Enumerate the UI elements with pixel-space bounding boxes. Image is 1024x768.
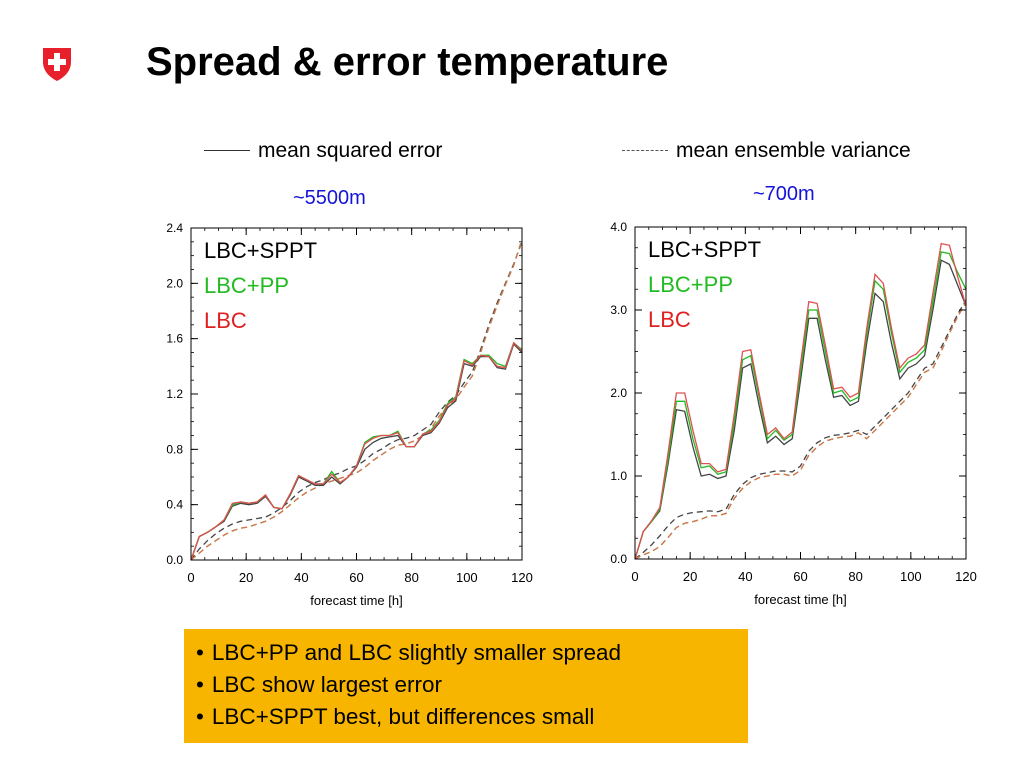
x-axis-label: forecast time [h]	[310, 593, 402, 608]
page-title: Spread & error temperature	[146, 40, 669, 84]
legend-entry: LBC	[204, 308, 247, 333]
y-tick-label: 1.6	[166, 332, 183, 346]
dashed-line-swatch	[622, 149, 668, 151]
x-tick-label: 100	[900, 569, 922, 584]
swiss-shield-icon	[43, 48, 71, 81]
y-tick-label: 0.0	[610, 552, 627, 566]
x-tick-label: 120	[511, 570, 533, 585]
x-tick-label: 100	[456, 570, 478, 585]
right-chart: 0.0 1.0 2.0 3.0 4.0 0 20 40 60 80 100 120 forecast t…	[610, 220, 977, 607]
series-line-lbc-dashed	[190, 240, 523, 561]
x-tick-label: 40	[294, 570, 308, 585]
series-line-lbc-dashed	[634, 302, 967, 560]
y-tick-label: 2.0	[166, 276, 183, 290]
x-axis-label: forecast time [h]	[754, 592, 846, 607]
legend-entry: LBC+PP	[648, 272, 733, 297]
summary-bullet: LBC+SPPT best, but differences small	[196, 701, 748, 733]
summary-bullet: LBC show largest error	[196, 669, 748, 701]
summary-callout: LBC+PP and LBC slightly smaller spread L…	[184, 629, 748, 743]
x-tick-label: 40	[738, 569, 752, 584]
legend-entry: LBC+PP	[204, 273, 289, 298]
y-tick-label: 3.0	[610, 303, 627, 317]
y-tick-label: 4.0	[610, 220, 627, 234]
x-tick-label: 20	[683, 569, 697, 584]
legend-entry: LBC+SPPT	[204, 238, 317, 263]
legend-variance: mean ensemble variance	[622, 139, 911, 163]
y-tick-label: 0.0	[166, 553, 183, 567]
x-tick-label: 60	[349, 570, 363, 585]
x-tick-label: 120	[955, 569, 977, 584]
x-tick-label: 80	[404, 570, 418, 585]
left-chart: 0.0 0.4 0.8 1.2 1.6 2.0 2.4 0 20 40 60 80 100 120 fore…	[166, 221, 533, 608]
series-line-lbc-sppt-dashed	[634, 299, 967, 560]
legend-entry: LBC	[648, 307, 691, 332]
legend-mse-label: mean squared error	[258, 139, 443, 162]
series-line-lbc-pp-dashed	[634, 301, 967, 560]
y-tick-label: 0.8	[166, 442, 183, 456]
summary-bullet: LBC+PP and LBC slightly smaller spread	[196, 637, 748, 669]
solid-line-swatch	[204, 149, 250, 151]
legend-entry: LBC+SPPT	[648, 237, 761, 262]
legend-variance-label: mean ensemble variance	[676, 139, 911, 162]
x-tick-label: 0	[187, 570, 194, 585]
series-line-lbc-solid	[634, 242, 967, 560]
series-line-lbc-pp-solid	[634, 251, 967, 560]
legend-mse: mean squared error	[204, 139, 442, 163]
x-tick-label: 60	[793, 569, 807, 584]
right-height-label: ~700m	[753, 183, 815, 205]
left-height-label: ~5500m	[293, 187, 366, 209]
series-line-lbc-sppt-solid	[634, 259, 967, 560]
y-tick-label: 2.0	[610, 386, 627, 400]
y-tick-label: 2.4	[166, 221, 183, 235]
series-line-lbc-sppt-solid	[190, 342, 523, 561]
y-tick-label: 1.0	[610, 469, 627, 483]
series-line-lbc-solid	[190, 341, 523, 561]
x-tick-label: 20	[239, 570, 253, 585]
swiss-shield-logo	[41, 46, 73, 82]
summary-list: LBC+PP and LBC slightly smaller spread L…	[196, 637, 748, 733]
y-tick-label: 0.4	[166, 498, 183, 512]
x-tick-label: 0	[631, 569, 638, 584]
y-tick-label: 1.2	[166, 387, 183, 401]
x-tick-label: 80	[848, 569, 862, 584]
